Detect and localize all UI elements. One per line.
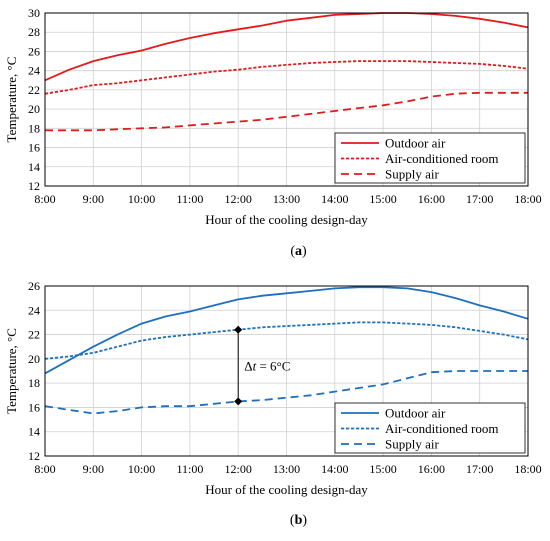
x-tick-label: 18:00 [514,462,541,476]
y-axis-label: Temperature, °C [4,328,19,414]
x-tick-label: 17:00 [466,462,493,476]
y-tick-label: 22 [28,83,40,97]
y-tick-label: 14 [28,160,40,174]
x-tick-label: 10:00 [128,192,155,206]
series-line-supply-air [44,370,528,415]
legend-entry-label: Air-conditioned room [385,151,498,166]
delta-t-annotation: Δt = 6°C [244,359,290,374]
x-tick-label: 18:00 [514,192,541,206]
y-tick-label: 12 [28,179,40,193]
x-tick-label: 17:00 [466,192,493,206]
y-tick-label: 20 [28,352,40,366]
y-tick-label: 20 [28,102,40,116]
x-tick-label: 11:00 [176,462,203,476]
legend-entry-label: Air-conditioned room [385,421,498,436]
series-line-air-conditioned-room [44,60,529,95]
panel-a-chart: 12 14 16 18 20 22 24 26 28 30 8:00 9:00 10:00 11:00 12… [4,6,542,259]
x-tick-label: 8:00 [34,192,55,206]
x-tick-label: 15:00 [369,192,396,206]
x-tick-label: 8:00 [34,462,55,476]
y-tick-label: 14 [28,425,40,439]
x-tick-label: 9:00 [83,462,104,476]
legend-entry-label: Supply air [385,437,439,452]
series-line-air-conditioned-room [44,321,529,360]
y-tick-label: 16 [28,400,40,414]
series-line-outdoor-air [44,286,529,375]
x-tick-label: 13:00 [273,462,300,476]
legend-entry-label: Outdoor air [385,406,446,421]
x-tick-label: 11:00 [176,192,203,206]
x-tick-label: 9:00 [83,192,104,206]
x-tick-label: 16:00 [418,462,445,476]
y-tick-label: 16 [28,141,40,155]
x-tick-label: 10:00 [128,462,155,476]
y-tick-label: 24 [28,303,40,317]
y-tick-label: 18 [28,376,40,390]
y-tick-label: 22 [28,328,40,342]
y-tick-label: 26 [28,279,40,293]
x-tick-label: 14:00 [321,192,348,206]
y-tick-label: 24 [28,64,40,78]
y-tick-label: 28 [28,25,40,39]
x-axis-label: Hour of the cooling design-day [205,212,368,227]
x-tick-label: 16:00 [418,192,445,206]
plot-frame [44,285,529,457]
x-axis-label: Hour of the cooling design-day [205,482,368,497]
y-tick-label: 12 [28,449,40,463]
plot-frame [44,12,529,187]
y-tick-label: 26 [28,44,40,58]
delta-t-marker-bottom [234,397,243,406]
legend-entry-label: Outdoor air [385,136,446,151]
panel-b-chart: 12 14 16 18 20 22 24 26 8:00 9:00 10:00 11:00 12:00 1… [4,279,542,528]
y-axis-label: Temperature, °C [4,57,19,143]
panel-caption: (b) [290,513,307,528]
legend-entry-label: Supply air [385,167,439,182]
x-tick-label: 13:00 [273,192,300,206]
x-tick-label: 15:00 [369,462,396,476]
y-tick-label: 30 [28,6,40,20]
series-line-outdoor-air [44,12,529,82]
x-tick-label: 14:00 [321,462,348,476]
x-tick-label: 12:00 [225,192,252,206]
series-line-supply-air [45,91,528,132]
delta-t-marker-top [234,325,243,334]
x-tick-label: 12:00 [225,462,252,476]
panel-caption: (a) [290,244,307,259]
y-tick-label: 18 [28,121,40,135]
